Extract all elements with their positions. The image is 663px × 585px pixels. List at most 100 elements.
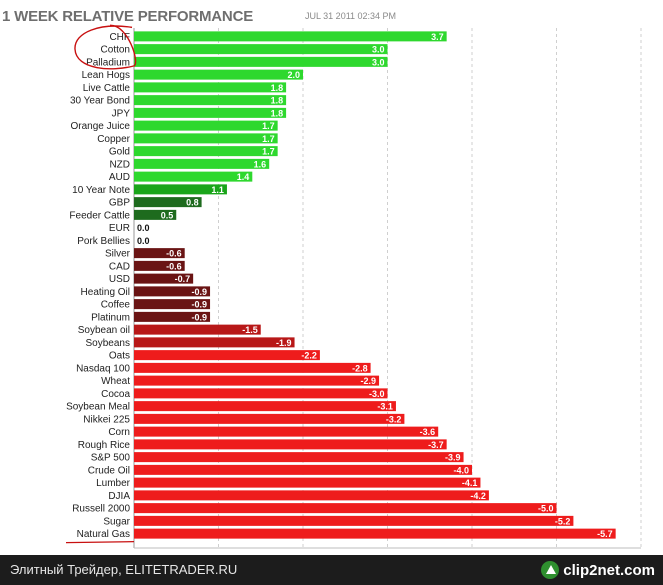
bar (134, 452, 464, 463)
bar (134, 146, 278, 157)
category-label: Nasdaq 100 (76, 363, 130, 374)
data-label: 3.0 (372, 57, 385, 67)
bar (134, 490, 489, 501)
data-label: 0.8 (186, 198, 199, 208)
data-label: 1.1 (211, 185, 224, 195)
data-label: 1.8 (271, 96, 284, 106)
data-label: 1.4 (237, 172, 250, 182)
data-label: 2.0 (287, 70, 300, 80)
bar (134, 299, 211, 310)
bar (134, 107, 287, 118)
bar (134, 311, 211, 322)
bar (134, 248, 185, 259)
category-label: Nikkei 225 (83, 414, 130, 425)
data-label: 1.7 (262, 147, 275, 157)
data-label: 1.8 (271, 83, 284, 93)
bar (134, 184, 227, 195)
bar (134, 375, 380, 386)
data-label: -0.7 (175, 274, 191, 284)
category-label: USD (109, 274, 130, 285)
data-label: -5.2 (555, 516, 571, 526)
data-label: -4.1 (462, 478, 478, 488)
data-label: -4.2 (470, 491, 486, 501)
upload-arrow-icon (541, 561, 560, 579)
category-label: Cotton (101, 45, 130, 56)
data-label: -1.9 (276, 338, 292, 348)
data-label: -5.0 (538, 504, 554, 514)
bars-group (134, 31, 616, 539)
category-label: GBP (109, 198, 130, 209)
bar (134, 82, 287, 93)
bar (134, 362, 371, 373)
bar (134, 464, 472, 475)
category-label: Platinum (91, 312, 130, 323)
category-label: Copper (97, 134, 130, 145)
category-label: Lumber (96, 478, 131, 489)
highlight-underline (65, 540, 135, 544)
data-label: -5.7 (597, 529, 613, 539)
category-label: Sugar (103, 516, 130, 527)
bar (134, 133, 278, 144)
bar (134, 260, 185, 271)
data-label: -3.2 (386, 414, 402, 424)
category-label: Feeder Cattle (69, 210, 130, 221)
bar (134, 426, 439, 437)
category-label: Lean Hogs (82, 70, 130, 81)
data-label: -0.6 (166, 249, 182, 259)
bar (134, 158, 270, 169)
category-label: NZD (109, 159, 130, 170)
data-label: 0.0 (137, 223, 150, 233)
bar (134, 350, 320, 361)
data-label: -2.9 (361, 376, 377, 386)
bar (134, 197, 202, 208)
data-label: -3.7 (428, 440, 444, 450)
category-label: Live Cattle (83, 83, 131, 94)
category-label: Cocoa (101, 389, 130, 400)
bar (134, 31, 447, 42)
data-label: -3.9 (445, 453, 461, 463)
bar (134, 337, 295, 348)
data-label: 1.7 (262, 134, 275, 144)
category-label: Soybean oil (78, 325, 130, 336)
category-label: Gold (109, 147, 130, 158)
bar (134, 515, 574, 526)
annotations (65, 24, 137, 544)
data-label: 3.7 (431, 32, 444, 42)
value-labels: 3.73.03.02.01.81.81.81.71.71.71.61.41.10… (137, 32, 613, 539)
data-label: -2.8 (352, 363, 368, 373)
logo-text: clip2net.com (563, 561, 655, 579)
data-label: -1.5 (242, 325, 258, 335)
data-label: -3.1 (377, 402, 393, 412)
data-label: -3.6 (420, 427, 436, 437)
bar (134, 44, 388, 55)
clip2net-logo: clip2net.com (541, 559, 655, 581)
category-label: CHF (109, 32, 130, 43)
highlight-circle (74, 24, 137, 70)
footer-text: Элитный Трейдер, ELITETRADER.RU (10, 562, 238, 577)
bar (134, 528, 616, 539)
data-label: 0.0 (137, 236, 150, 246)
data-label: 3.0 (372, 45, 385, 55)
bar (134, 401, 396, 412)
timestamp: JUL 31 2011 02:34 PM (305, 11, 397, 21)
data-label: -2.2 (301, 351, 317, 361)
bar (134, 56, 388, 67)
data-label: 1.6 (254, 159, 267, 169)
bar (134, 324, 261, 335)
category-label: 10 Year Note (72, 185, 130, 196)
data-label: -0.9 (192, 287, 208, 297)
category-label: Heating Oil (81, 287, 130, 298)
category-label: Soybeans (86, 338, 130, 349)
bar (134, 439, 447, 450)
data-label: -0.9 (192, 312, 208, 322)
bar (134, 209, 177, 220)
category-label: Crude Oil (88, 465, 130, 476)
category-label: Wheat (101, 376, 130, 387)
category-label: 30 Year Bond (70, 96, 130, 107)
data-label: -4.0 (453, 465, 469, 475)
bar (134, 477, 481, 488)
data-label: -0.6 (166, 261, 182, 271)
data-label: -0.9 (192, 300, 208, 310)
category-label: Natural Gas (77, 529, 130, 540)
